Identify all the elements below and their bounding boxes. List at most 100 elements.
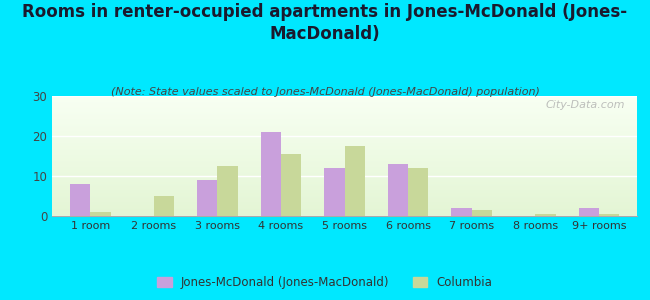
Bar [52,116,637,118]
Bar [52,185,637,186]
Bar [52,167,637,168]
Text: City-Data.com: City-Data.com [546,100,625,110]
Bar [52,113,637,114]
Bar [52,175,637,176]
Bar [52,199,637,200]
Bar [52,210,637,211]
Bar [281,154,301,216]
Bar [52,150,637,151]
Bar [52,133,637,134]
Bar [52,179,637,180]
Bar [52,169,637,170]
Bar [52,180,637,181]
Bar [52,132,637,133]
Bar [52,128,637,130]
Bar [52,173,637,174]
Bar [535,214,556,216]
Bar [52,200,637,202]
Bar [52,137,637,138]
Bar [52,155,637,156]
Text: (Note: State values scaled to Jones-McDonald (Jones-MacDonald) population): (Note: State values scaled to Jones-McDo… [111,87,540,97]
Bar [451,208,472,216]
Bar [52,151,637,152]
Bar [52,154,637,155]
Bar [472,210,492,216]
Bar [52,193,637,194]
Bar [52,163,637,164]
Bar [52,204,637,205]
Bar [52,101,637,102]
Bar [52,120,637,121]
Bar [52,152,637,154]
Bar [52,104,637,106]
Bar [52,103,637,104]
Bar [217,166,238,216]
Bar [52,186,637,187]
Bar [52,121,637,122]
Bar [52,164,637,166]
Bar [52,98,637,100]
Bar [52,176,637,178]
Bar [52,118,637,119]
Bar [52,109,637,110]
Bar [52,145,637,146]
Bar [52,142,637,143]
Bar [52,144,637,145]
Bar [52,140,637,142]
Bar [52,131,637,132]
Bar [52,174,637,175]
Bar [52,134,637,136]
Bar [52,139,637,140]
Bar [52,181,637,182]
Bar [52,194,637,196]
Bar [52,112,637,113]
Bar [408,168,428,216]
Bar [52,190,637,191]
Bar [52,157,637,158]
Bar [52,214,637,215]
Bar [52,188,637,190]
Bar [52,122,637,124]
Bar [52,196,637,197]
Bar [52,215,637,216]
Bar [52,209,637,210]
Bar [154,196,174,216]
Bar [52,127,637,128]
Bar [52,96,637,97]
Bar [52,138,637,139]
Bar [52,108,637,109]
Bar [388,164,408,216]
Bar [197,180,217,216]
Bar [52,197,637,198]
Bar [52,136,637,137]
Bar [52,202,637,203]
Bar [52,124,637,125]
Bar [52,187,637,188]
Bar [52,126,637,127]
Bar [52,208,637,209]
Bar [52,212,637,214]
Bar [52,125,637,126]
Bar [52,198,637,199]
Bar [52,114,637,115]
Bar [52,146,637,148]
Bar [578,208,599,216]
Bar [52,178,637,179]
Bar [599,214,619,216]
Bar [52,191,637,192]
Bar [52,184,637,185]
Bar [52,211,637,212]
Bar [324,168,345,216]
Bar [70,184,90,216]
Bar [52,161,637,162]
Bar [52,166,637,167]
Bar [52,110,637,112]
Bar [52,160,637,161]
Bar [52,143,637,144]
Bar [52,149,637,150]
Bar [52,162,637,163]
Bar [52,102,637,103]
Bar [52,119,637,120]
Bar [52,170,637,172]
Bar [261,132,281,216]
